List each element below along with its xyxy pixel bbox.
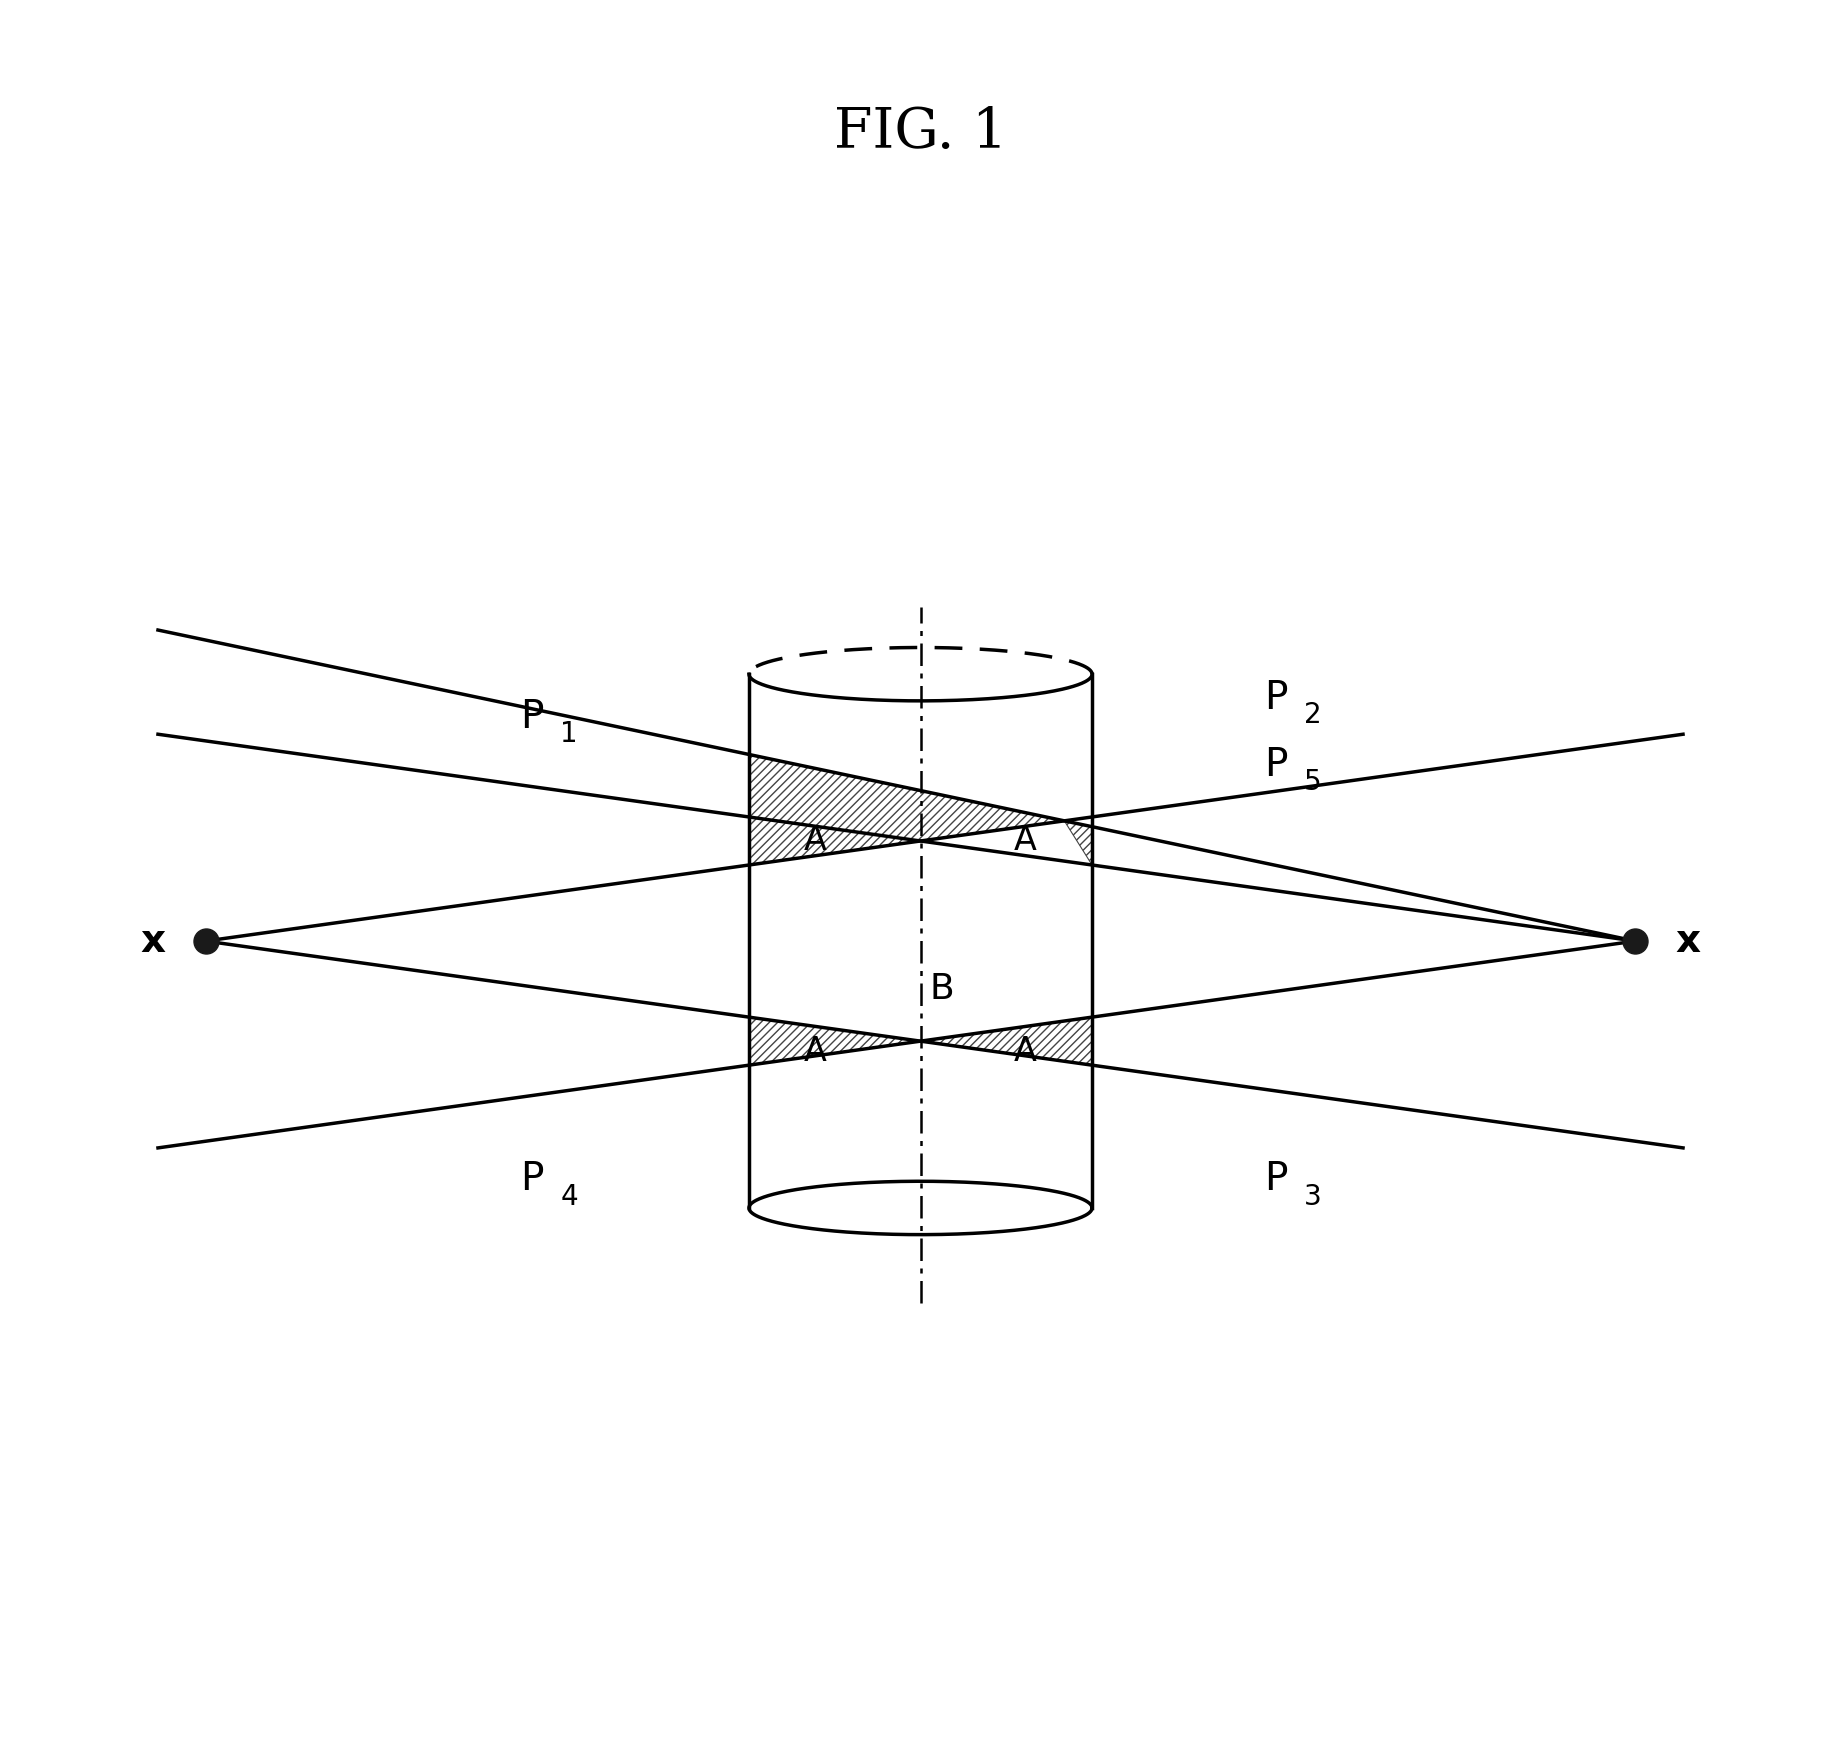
- Text: P: P: [1263, 1161, 1287, 1198]
- Text: P: P: [1263, 746, 1287, 785]
- Text: P: P: [521, 698, 543, 735]
- Text: 3: 3: [1303, 1182, 1322, 1210]
- Text: 1: 1: [560, 719, 578, 748]
- Text: P: P: [521, 1161, 543, 1198]
- Text: 2: 2: [1303, 702, 1322, 730]
- Text: A: A: [1014, 1036, 1036, 1068]
- Text: 4: 4: [560, 1182, 578, 1210]
- Polygon shape: [749, 1017, 920, 1066]
- Text: 5: 5: [1303, 769, 1322, 795]
- Polygon shape: [749, 755, 1064, 865]
- Text: A: A: [805, 825, 827, 857]
- Polygon shape: [1064, 821, 1092, 865]
- Text: A: A: [1014, 825, 1036, 857]
- Text: P: P: [1263, 679, 1287, 718]
- Polygon shape: [920, 1017, 1092, 1066]
- Text: x: x: [1675, 922, 1701, 960]
- Text: FIG. 1: FIG. 1: [834, 106, 1007, 160]
- Text: B: B: [930, 971, 954, 1006]
- Text: x: x: [140, 922, 166, 960]
- Text: A: A: [805, 1036, 827, 1068]
